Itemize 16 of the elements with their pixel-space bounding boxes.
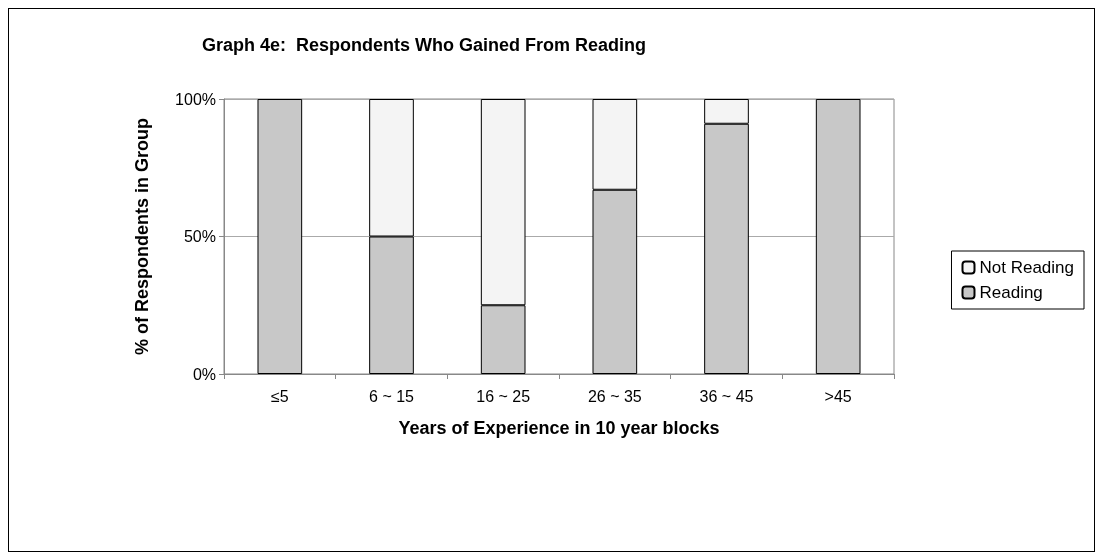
x-tick-label: 6 ~ 15 (369, 387, 415, 405)
chart-title: Graph 4e: Respondents Who Gained From Reading (201, 35, 647, 55)
x-axis-title: Years of Experience in 10 year blocks (398, 418, 720, 438)
y-axis-title: % of Respondents in Group (132, 118, 152, 355)
legend-label: Reading (979, 283, 1043, 302)
x-tick-label: 26 ~ 35 (587, 387, 642, 405)
bar (815, 99, 861, 374)
x-tick-label: ≤5 (270, 387, 289, 405)
bar (257, 99, 303, 374)
y-tick-label: 50% (183, 228, 216, 245)
x-tick-label: 16 ~ 25 (476, 387, 531, 405)
x-tick-label: 36 ~ 45 (699, 387, 754, 405)
x-tick-label: >45 (824, 387, 852, 405)
y-tick-label: 100% (175, 90, 216, 108)
y-tick-label: 0% (192, 365, 216, 383)
legend-label: Not Reading (979, 258, 1075, 277)
